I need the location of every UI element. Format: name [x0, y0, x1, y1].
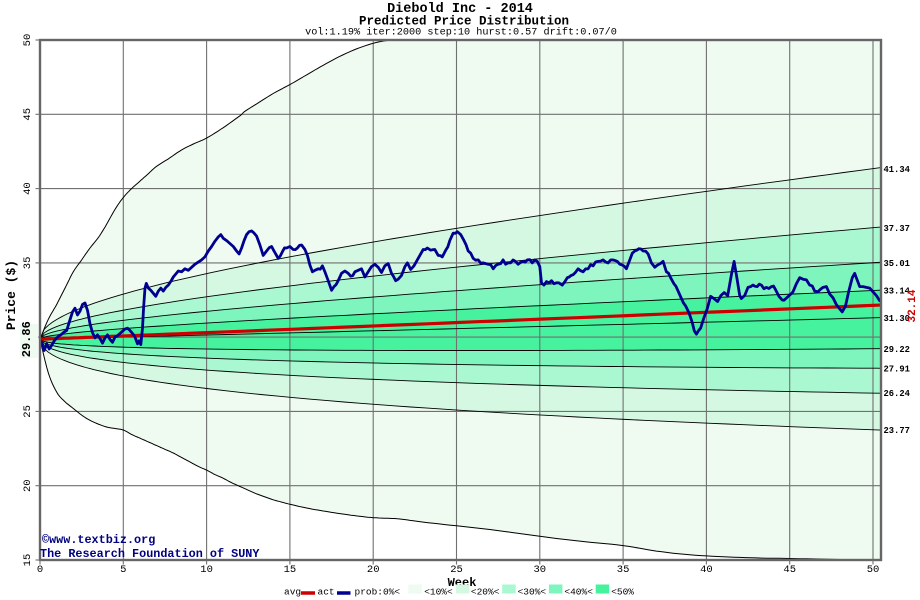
svg-text:45: 45	[22, 108, 34, 121]
svg-text:30: 30	[533, 564, 546, 576]
svg-text:45: 45	[783, 564, 796, 576]
svg-text:25: 25	[22, 405, 34, 418]
svg-text:15: 15	[284, 564, 297, 576]
svg-text:<20%<: <20%<	[471, 587, 500, 598]
svg-text:The Research Foundation of SUN: The Research Foundation of SUNY	[40, 547, 260, 561]
svg-text:20: 20	[22, 479, 34, 492]
svg-text:29.22: 29.22	[884, 345, 910, 355]
svg-text:35: 35	[22, 257, 34, 270]
svg-text:©www.textbiz.org: ©www.textbiz.org	[42, 533, 155, 547]
svg-text:act: act	[318, 587, 335, 598]
svg-text:<10%<: <10%<	[424, 587, 453, 598]
svg-text:40: 40	[700, 564, 713, 576]
svg-text:27.91: 27.91	[884, 364, 910, 374]
svg-text:5: 5	[120, 564, 126, 576]
svg-text:29.86: 29.86	[20, 321, 34, 357]
svg-text:25: 25	[450, 564, 463, 576]
svg-text:31.30: 31.30	[884, 314, 910, 324]
svg-text:<50%: <50%	[611, 587, 634, 598]
svg-text:50: 50	[867, 564, 880, 576]
svg-text:41.34: 41.34	[884, 165, 911, 175]
svg-text:15: 15	[22, 554, 34, 567]
svg-text:37.37: 37.37	[884, 224, 910, 234]
svg-text:Diebold Inc - 2014: Diebold Inc - 2014	[387, 2, 533, 17]
svg-text:35: 35	[617, 564, 630, 576]
svg-text:32.14: 32.14	[907, 289, 919, 322]
svg-text:35.01: 35.01	[884, 259, 910, 269]
svg-text:10: 10	[200, 564, 213, 576]
svg-text:26.24: 26.24	[884, 389, 911, 399]
svg-text:Price ($): Price ($)	[4, 260, 19, 330]
svg-text:0: 0	[37, 564, 43, 576]
svg-text:prob:0%<: prob:0%<	[355, 587, 401, 598]
svg-text:Predicted Price Distribution: Predicted Price Distribution	[359, 15, 569, 29]
svg-text:vol:1.19% iter:2000 step:10 hu: vol:1.19% iter:2000 step:10 hurst:0.57 d…	[305, 27, 617, 39]
svg-text:40: 40	[22, 182, 34, 195]
svg-text:23.77: 23.77	[884, 426, 910, 436]
svg-text:avg: avg	[284, 587, 301, 598]
svg-text:50: 50	[22, 34, 34, 47]
svg-text:20: 20	[367, 564, 380, 576]
svg-text:33.14: 33.14	[884, 287, 911, 297]
svg-text:<40%<: <40%<	[564, 587, 593, 598]
svg-text:<30%<: <30%<	[518, 587, 547, 598]
